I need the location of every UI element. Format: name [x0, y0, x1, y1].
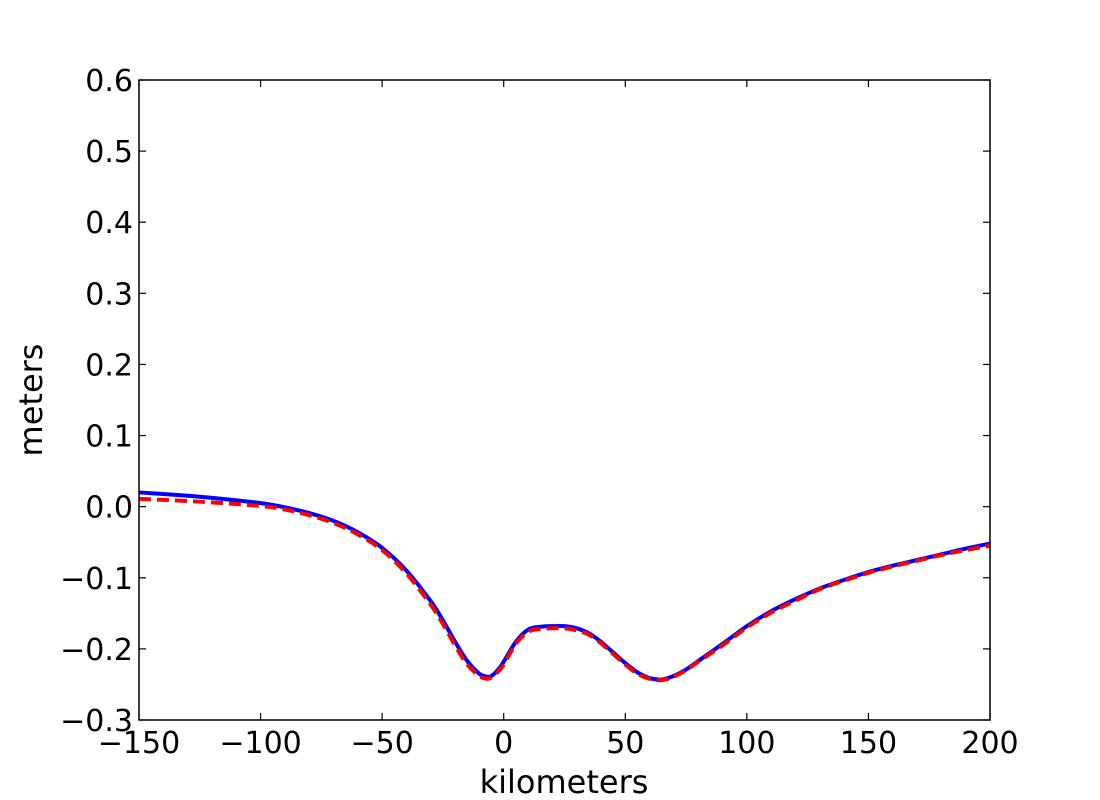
y-axis-label: meters — [12, 344, 50, 457]
y-tick-label: 0.3 — [85, 277, 133, 312]
y-tick-label: −0.2 — [60, 633, 133, 668]
x-tick-label: −150 — [98, 726, 180, 761]
tick-layer: −150 −100 −50 0 50 100 150 200 −0.3 −0.2 −0.1 0.0 0.… — [60, 64, 1018, 761]
y-tick-label: −0.1 — [60, 562, 133, 597]
y-tick-label: 0.5 — [85, 135, 133, 170]
x-tick-label: −100 — [219, 726, 301, 761]
y-tick-label: 0.1 — [85, 420, 133, 455]
y-tick-label: 0.6 — [85, 64, 133, 99]
x-tick-label: −50 — [350, 726, 413, 761]
x-tick-label: 0 — [494, 726, 513, 761]
x-tick-label: 50 — [606, 726, 644, 761]
x-axis-label: kilometers — [480, 763, 649, 800]
series-line-2 — [138, 496, 991, 683]
y-tick-label: −0.3 — [60, 704, 133, 739]
series-layer — [138, 490, 991, 683]
x-tick-label: 100 — [718, 726, 775, 761]
y-tick-label: 0.4 — [85, 206, 133, 241]
y-tick-label: 0.2 — [85, 348, 133, 383]
x-tick-label: 150 — [840, 726, 897, 761]
plot-frame — [138, 79, 991, 721]
x-tick-label: 200 — [961, 726, 1018, 761]
series-line-1 — [138, 490, 991, 682]
plot-background — [139, 80, 990, 720]
y-tick-label: 0.0 — [85, 491, 133, 526]
